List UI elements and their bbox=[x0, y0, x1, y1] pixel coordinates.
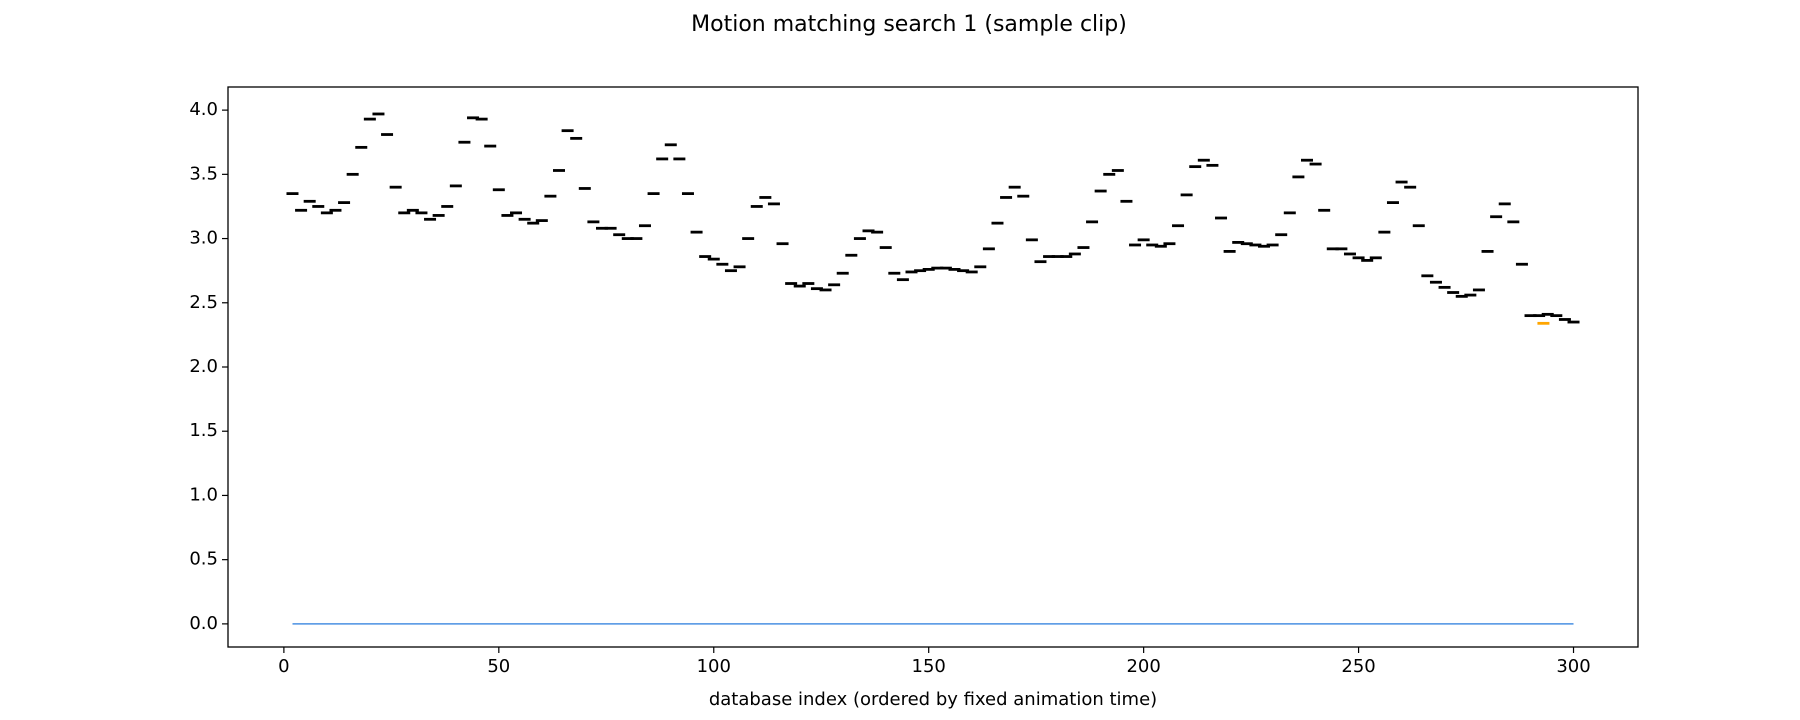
plot-frame bbox=[227, 86, 1639, 648]
x-tick-label: 50 bbox=[487, 656, 510, 677]
y-tick-label: 1.5 bbox=[189, 420, 218, 441]
y-tick-label: 0.5 bbox=[189, 549, 218, 570]
y-tick-label: 2.0 bbox=[189, 356, 218, 377]
x-tick-label: 200 bbox=[1126, 656, 1160, 677]
y-tick-label: 1.0 bbox=[189, 484, 218, 505]
x-tick-label: 250 bbox=[1341, 656, 1375, 677]
x-tick-label: 0 bbox=[278, 656, 289, 677]
x-tick-label: 100 bbox=[697, 656, 731, 677]
x-axis-label: database index (ordered by fixed animati… bbox=[709, 689, 1157, 710]
x-tick-label: 150 bbox=[912, 656, 946, 677]
y-tick-label: 0.0 bbox=[189, 613, 218, 634]
y-tick-label: 3.0 bbox=[189, 228, 218, 249]
x-tick-label: 300 bbox=[1556, 656, 1590, 677]
y-tick-label: 3.5 bbox=[189, 163, 218, 184]
y-tick-label: 4.0 bbox=[189, 99, 218, 120]
y-tick-label: 2.5 bbox=[189, 292, 218, 313]
chart-title: Motion matching search 1 (sample clip) bbox=[691, 12, 1127, 37]
